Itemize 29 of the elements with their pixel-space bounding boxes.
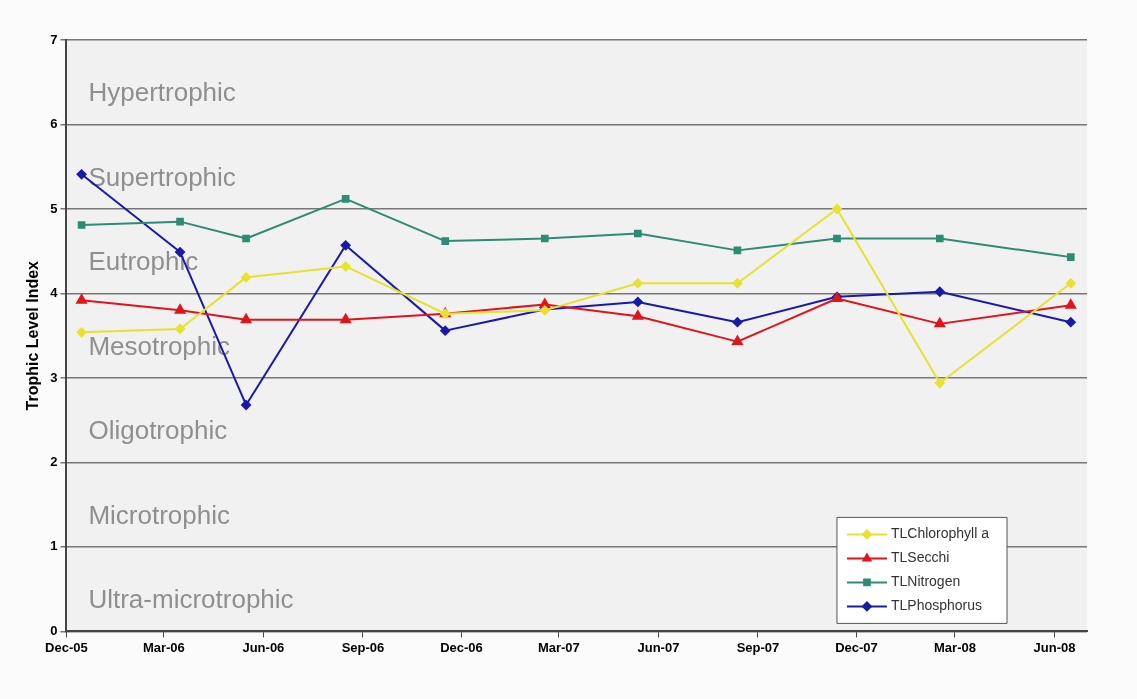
y-tick-label: 6 — [50, 116, 58, 132]
band-label: Hypertrophic — [88, 77, 236, 108]
y-tick-label: 1 — [50, 538, 58, 554]
x-tick-label: Dec-07 — [835, 639, 878, 655]
legend-label: TLPhosphorus — [890, 597, 983, 614]
x-tick-label: Dec-06 — [440, 639, 483, 655]
legend-label: TLSecchi — [890, 549, 950, 566]
y-tick-label: 7 — [50, 31, 58, 47]
x-tick-label: Mar-07 — [537, 639, 580, 655]
x-tick-label: Jun-07 — [637, 639, 680, 655]
x-tick-label: Mar-06 — [142, 639, 185, 655]
x-tick-label: Jun-06 — [242, 639, 285, 655]
y-tick-label: 0 — [50, 622, 58, 638]
x-tick-label: Sep-07 — [736, 639, 780, 655]
band-label: Oligotrophic — [88, 415, 228, 446]
x-tick-label: Sep-06 — [341, 639, 385, 655]
x-tick-label: Dec-05 — [45, 639, 88, 655]
y-tick-label: 5 — [50, 200, 58, 216]
band-label: Microtrophic — [88, 499, 231, 530]
y-tick-label: 3 — [50, 369, 58, 385]
y-tick-label: 2 — [50, 454, 58, 470]
band-label: Supertrophic — [88, 161, 236, 192]
legend-label: TLNitrogen — [890, 573, 961, 590]
band-label: Ultra-microtrophic — [88, 584, 294, 615]
y-tick-label: 4 — [50, 285, 59, 301]
legend-label: TLChlorophyll a — [890, 525, 990, 542]
x-tick-label: Mar-08 — [934, 639, 976, 655]
x-tick-label: Jun-08 — [1033, 639, 1076, 655]
y-axis-title: Trophic Level Index — [24, 260, 42, 411]
